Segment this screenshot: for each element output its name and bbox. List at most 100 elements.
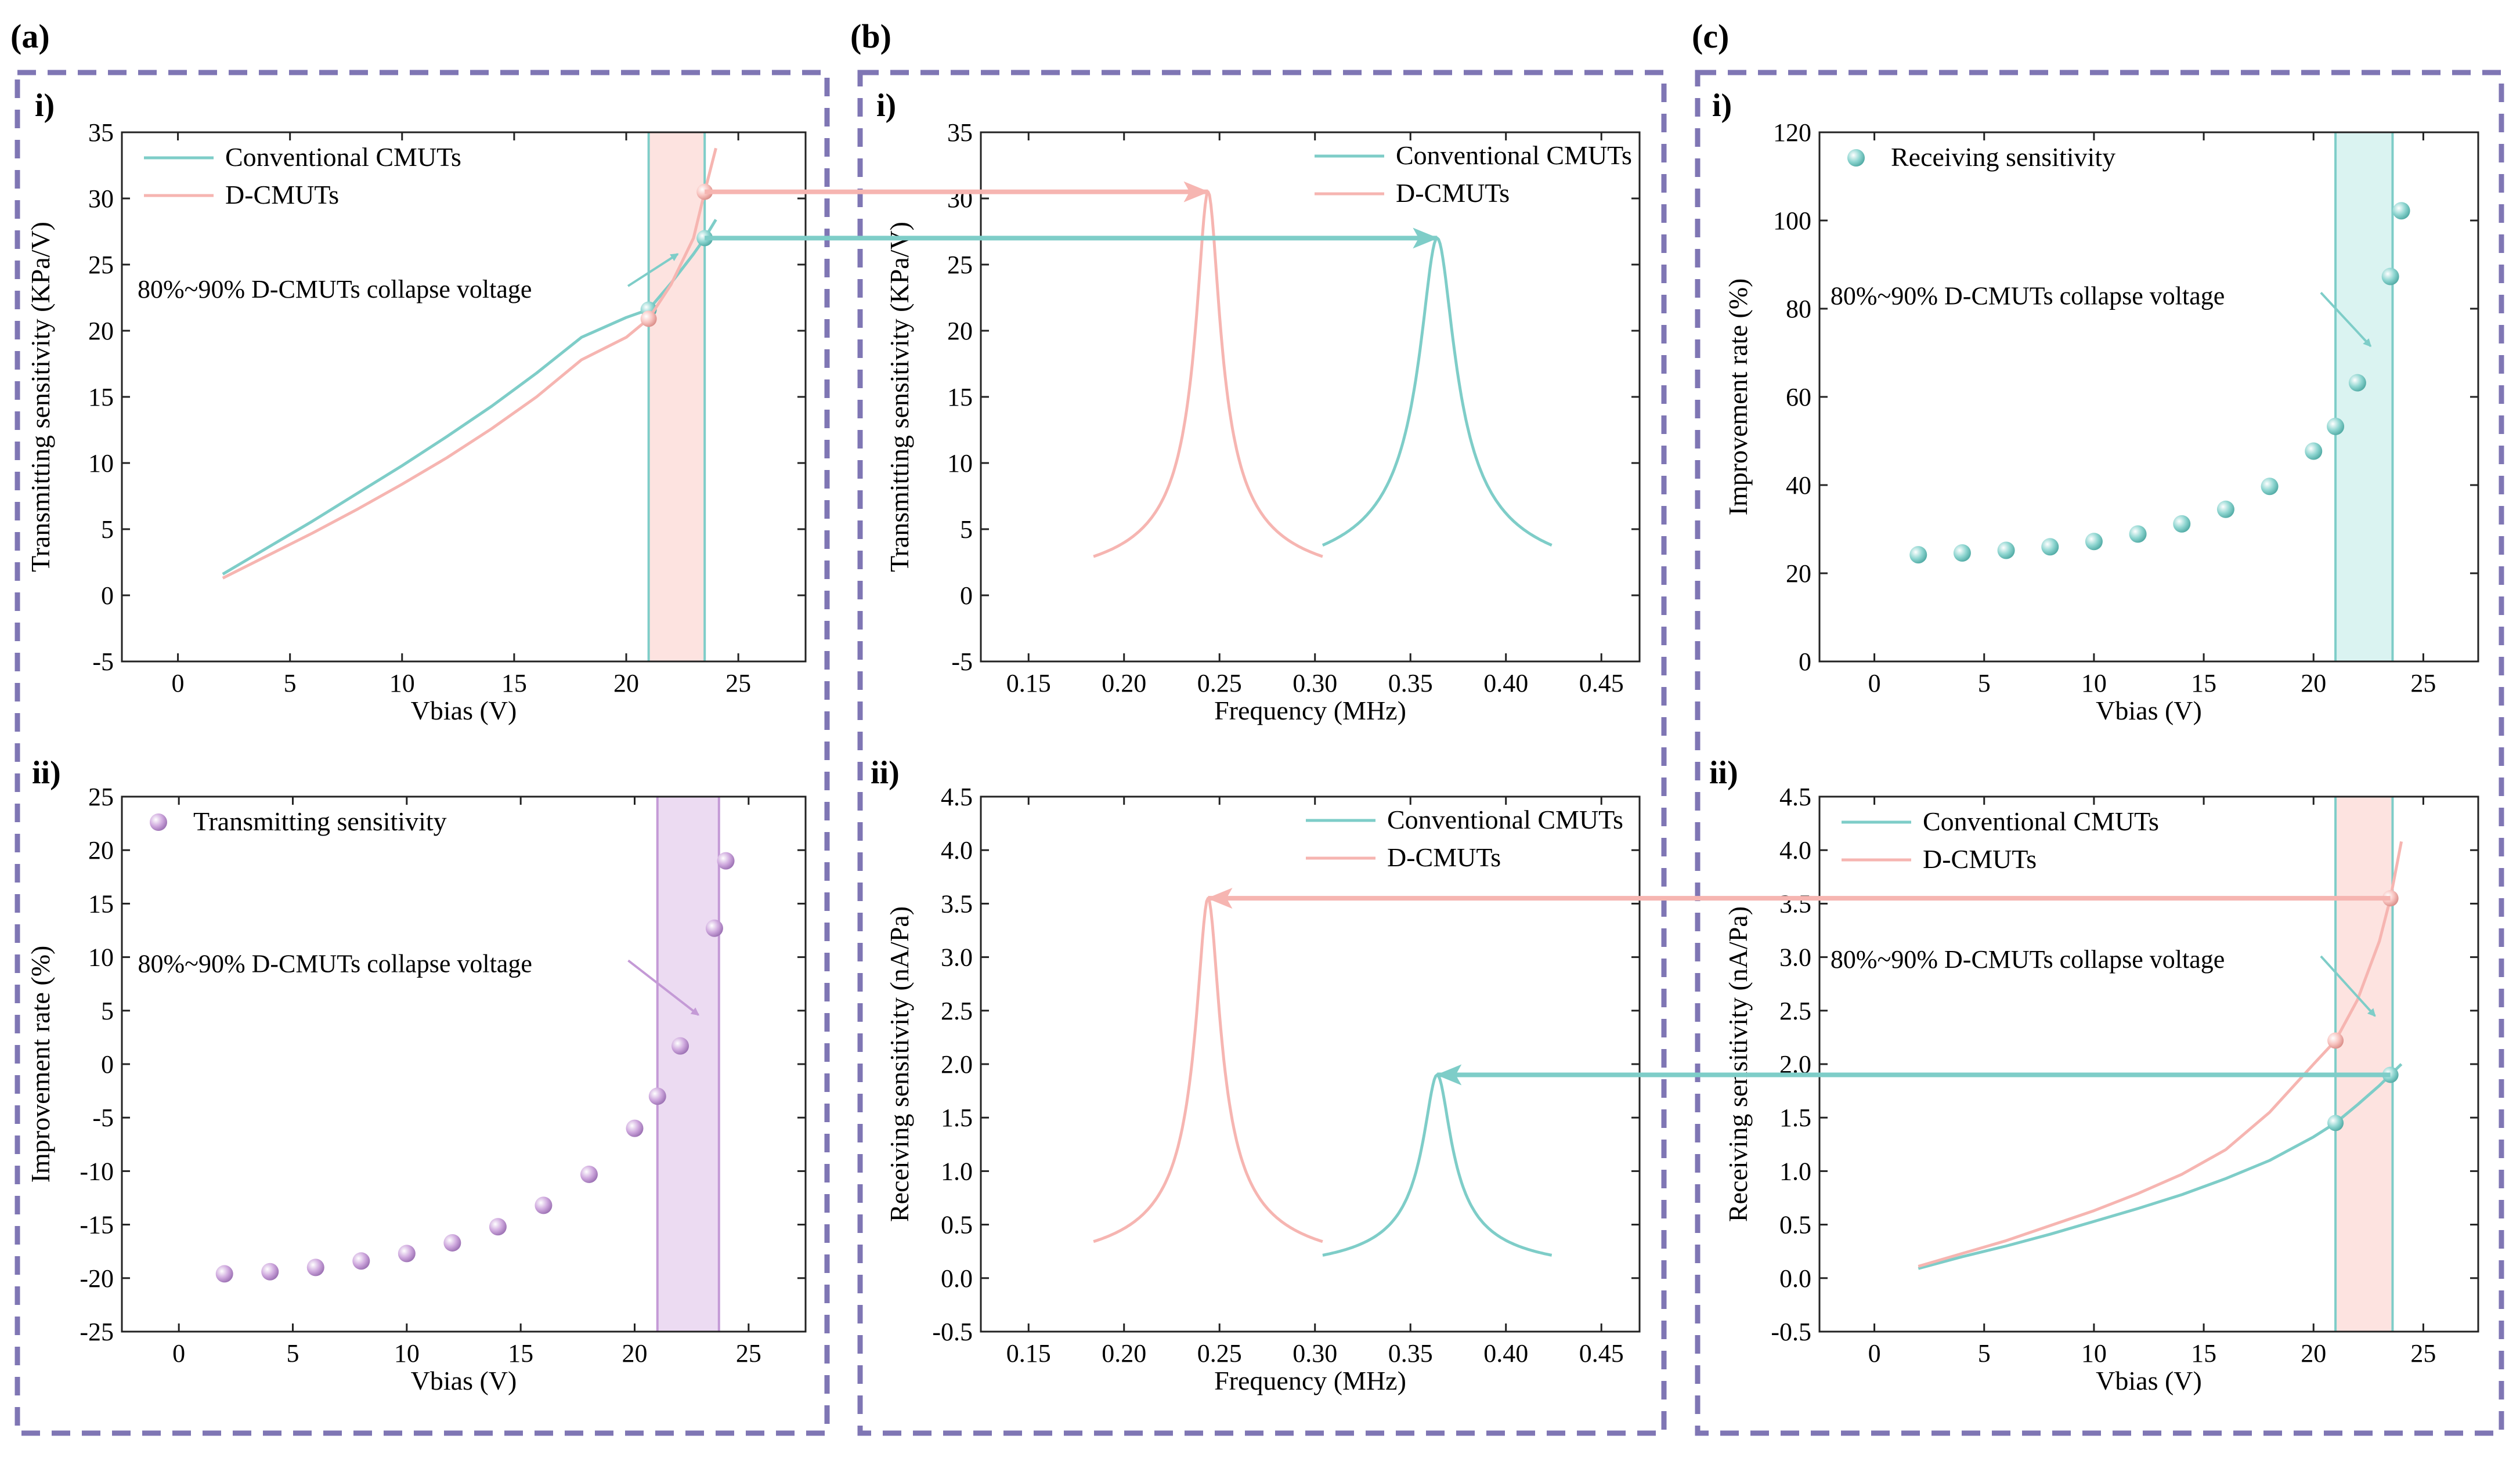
- annotation-arrow: [2320, 955, 2376, 1017]
- x-tick-label: 20: [622, 1339, 648, 1368]
- frame-c: [1695, 70, 2504, 1436]
- plot-area-b-i: [1093, 190, 1553, 558]
- y-tick-label: 20: [1786, 559, 1811, 588]
- x-tick-label: 0.25: [1197, 1339, 1242, 1368]
- charts: i) 0 5 10 15 20 25 -5 0 5 10 15 20 25 30 35 Vbias (V) Tra…: [26, 88, 2479, 1395]
- x-tick-label: 0: [1868, 669, 1881, 697]
- series-line-0: [1918, 1063, 2403, 1270]
- y-tick-label: 0.0: [941, 1264, 973, 1293]
- legend-marker: [1847, 149, 1865, 167]
- x-tick-label: 0: [172, 1339, 185, 1368]
- data-point: [2261, 478, 2279, 496]
- data-point: [215, 1265, 233, 1283]
- x-axis-label: Frequency (MHz): [1214, 696, 1406, 725]
- data-point: [398, 1245, 416, 1263]
- x-tick-label: 25: [2410, 669, 2436, 697]
- legend-label: Conventional CMUTs: [225, 142, 461, 172]
- y-tick-label: -0.5: [932, 1318, 973, 1346]
- x-tick-label: 20: [2301, 1339, 2326, 1368]
- series-line-1: [1093, 190, 1323, 558]
- y-tick-label: 100: [1773, 207, 1811, 235]
- x-tick-label: 25: [736, 1339, 761, 1368]
- x-tick-label: 0.20: [1102, 669, 1146, 697]
- series-line-1: [222, 147, 717, 580]
- data-point: [352, 1252, 370, 1270]
- legend-label: Conventional CMUTs: [1923, 807, 2159, 836]
- data-point: [580, 1165, 598, 1183]
- y-tick-label: -15: [80, 1211, 114, 1239]
- y-tick-label: 10: [947, 449, 973, 478]
- sublabel-b-ii: ii): [871, 755, 900, 791]
- y-tick-label: -0.5: [1771, 1318, 1811, 1346]
- legend-label: D-CMUTs: [1396, 178, 1510, 208]
- data-point: [2216, 500, 2234, 518]
- x-tick-label: 10: [2081, 669, 2107, 697]
- panel-label-a: (a): [10, 17, 50, 55]
- frame-a: [15, 70, 830, 1436]
- y-tick-label: 1.0: [941, 1157, 973, 1185]
- y-tick-label: 1.0: [1779, 1157, 1811, 1185]
- y-axis-label: Transmitting sensitivity (KPa/V): [884, 222, 914, 572]
- x-tick-label: 10: [394, 1339, 420, 1368]
- y-axis-label: Receiving sensitivity (nA/Pa): [884, 906, 914, 1222]
- x-tick-label: 5: [287, 1339, 299, 1368]
- chart-a-ii: ii) 0 5 10 15 20 25 -25 -20 -15 -10 -5 0 5 10 15 20 25 Vbi…: [26, 755, 807, 1395]
- y-tick-label: 1.5: [1779, 1104, 1811, 1132]
- x-tick-label: 20: [2301, 669, 2326, 697]
- panel-label-b: (b): [850, 17, 891, 55]
- sublabel-a-i: i): [35, 88, 55, 124]
- y-tick-label: 0: [1799, 648, 1811, 676]
- x-tick-label: 15: [501, 669, 527, 697]
- x-tick-label: 0.25: [1197, 669, 1242, 697]
- plot-area-a-ii: [215, 852, 735, 1283]
- legend-label: Transmitting sensitivity: [193, 807, 447, 836]
- frame-b: [857, 70, 1667, 1436]
- data-point: [2348, 374, 2366, 392]
- x-axis-label: Vbias (V): [2096, 1366, 2202, 1395]
- band-c-ii: [2335, 797, 2393, 1332]
- y-tick-label: 3.0: [941, 943, 973, 972]
- legend-marker: [150, 813, 167, 831]
- y-tick-label: -5: [92, 1104, 114, 1132]
- x-tick-label: 0: [1868, 1339, 1881, 1368]
- plot-area-c-i: [1909, 202, 2410, 564]
- y-tick-label: 2.5: [1779, 997, 1811, 1025]
- y-tick-label: 10: [88, 943, 114, 972]
- x-tick-label: 10: [389, 669, 415, 697]
- x-tick-label: 5: [1978, 669, 1991, 697]
- y-tick-label: 0.0: [1779, 1264, 1811, 1293]
- y-tick-label: 35: [88, 118, 114, 147]
- y-tick-label: 15: [88, 889, 114, 918]
- series-line-0: [222, 219, 717, 576]
- y-tick-label: 120: [1773, 118, 1811, 147]
- x-tick-label: 5: [1978, 1339, 1991, 1368]
- data-point: [2041, 538, 2059, 556]
- annotation-arrow: [2320, 292, 2372, 348]
- chart-a-i: i) 0 5 10 15 20 25 -5 0 5 10 15 20 25 30 35 Vbias (V) Tra…: [26, 88, 807, 725]
- plot-area-c-ii: [1918, 841, 2403, 1270]
- x-tick-label: 15: [508, 1339, 533, 1368]
- annotation-arrow: [627, 959, 700, 1016]
- data-point: [671, 1037, 689, 1055]
- y-tick-label: 25: [88, 783, 114, 811]
- x-tick-label: 0.15: [1006, 669, 1051, 697]
- panel-label-c: (c): [1692, 17, 1729, 55]
- data-point: [1953, 544, 1971, 562]
- plot-frame-b-i: [980, 131, 1641, 663]
- x-tick-label: 0.45: [1579, 1339, 1624, 1368]
- y-tick-label: -5: [951, 648, 973, 676]
- y-tick-label: 4.5: [941, 783, 973, 811]
- data-point: [705, 919, 723, 937]
- x-tick-label: 0.40: [1483, 1339, 1528, 1368]
- y-tick-label: -20: [80, 1264, 114, 1293]
- data-point: [1997, 541, 2015, 559]
- band-a-i: [648, 132, 705, 661]
- data-point: [2305, 442, 2323, 460]
- y-tick-label: 2.5: [941, 997, 973, 1025]
- y-tick-label: -5: [92, 648, 114, 676]
- x-tick-label: 0.45: [1579, 669, 1624, 697]
- annotation-arrow: [627, 253, 679, 287]
- y-tick-label: 0.5: [941, 1211, 973, 1239]
- annotation-text: 80%~90% D-CMUTs collapse voltage: [1831, 945, 2225, 974]
- y-axis-label: Improvement rate (%): [26, 946, 55, 1183]
